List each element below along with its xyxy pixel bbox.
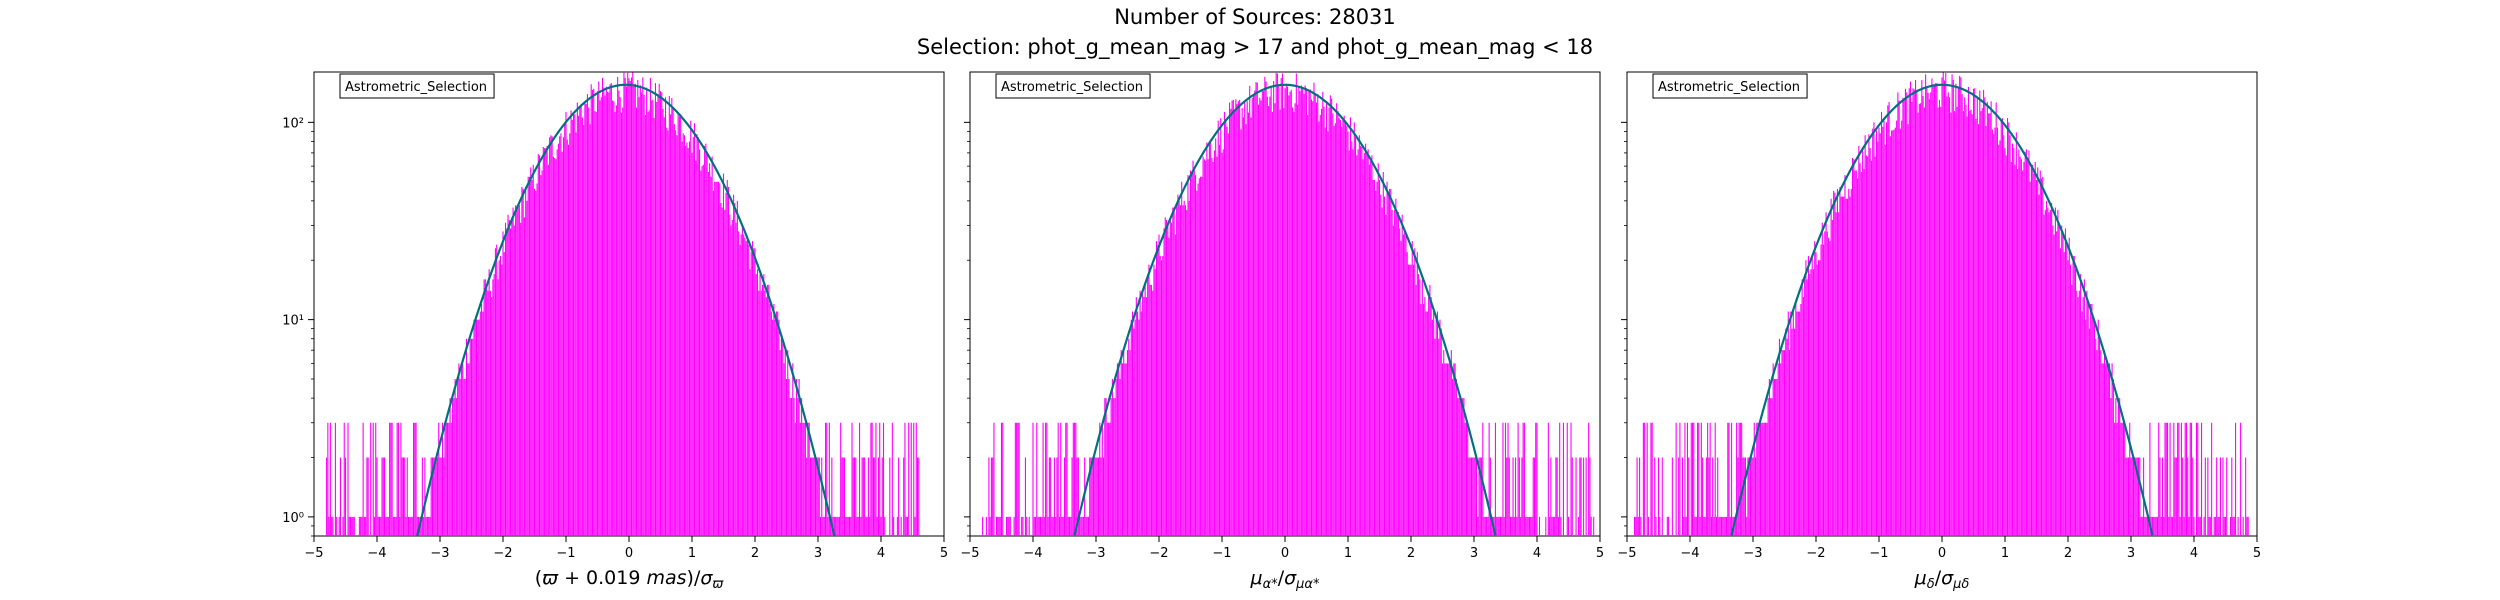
legend: Astrometric_Selection	[339, 73, 495, 99]
legend-label: Astrometric_Selection	[1001, 80, 1143, 95]
x-tick-label: 0	[1938, 546, 1946, 561]
x-tick-label: −3	[1743, 546, 1762, 561]
x-tick-label: −1	[1212, 546, 1231, 561]
histogram	[982, 72, 1595, 536]
legend-label: Astrometric_Selection	[1658, 80, 1800, 95]
x-tick-label: 1	[2001, 546, 2009, 561]
y-tick-label: 10²	[282, 116, 304, 131]
legend-box	[1652, 73, 1808, 99]
x-tick-label: −2	[1149, 546, 1168, 561]
x-tick-label: 4	[2190, 546, 2198, 561]
x-tick-label: 0	[1281, 546, 1289, 561]
y-tick-label: 10⁰	[282, 511, 304, 526]
y-tick-label: 10¹	[282, 314, 304, 329]
x-tick-label: −3	[430, 546, 449, 561]
x-tick-label: 2	[2064, 546, 2072, 561]
x-tick-label: −1	[1869, 546, 1888, 561]
x-tick-label: 5	[940, 546, 948, 561]
legend: Astrometric_Selection	[1652, 73, 1808, 99]
gaussian-fit-line	[1730, 83, 2154, 536]
x-tick-label: 1	[1344, 546, 1352, 561]
legend-box	[995, 73, 1151, 99]
x-tick-label: −5	[960, 546, 979, 561]
x-tick-label: 3	[1470, 546, 1478, 561]
x-tick-label: 3	[2127, 546, 2135, 561]
x-tick-label: 4	[877, 546, 885, 561]
figure-subtitle: Selection: phot_g_mean_mag > 17 and phot…	[917, 35, 1593, 60]
legend-box	[339, 73, 495, 99]
x-tick-label: −4	[1680, 546, 1699, 561]
x-tick-label: −3	[1086, 546, 1105, 561]
x-tick-label: −4	[1023, 546, 1042, 561]
histogram	[1634, 72, 2249, 536]
x-tick-label: −2	[1806, 546, 1825, 561]
chart-panel-1: −5 −4 −3 −2 −1 0 1 2 3 4 5 10⁰ 10¹ 10² Astrometric_Sel…	[282, 71, 948, 592]
x-tick-label: 0	[625, 546, 633, 561]
x-tick-label: −1	[556, 546, 575, 561]
x-tick-label: 4	[1533, 546, 1541, 561]
legend-label: Astrometric_Selection	[345, 80, 487, 95]
x-tick-label: 2	[1407, 546, 1415, 561]
gaussian-fit-line	[416, 83, 836, 537]
histogram	[326, 72, 920, 536]
x-tick-label: 5	[1596, 546, 1604, 561]
x-axis-label: (ϖ + 0.019 mas)/σϖ	[535, 567, 725, 592]
x-axis-label: μα*/σμα*	[1250, 567, 1320, 592]
gaussian-fit-line	[1073, 83, 1497, 536]
chart-panel-3: −5 −4 −3 −2 −1 0 1 2 3 4 5 Astrometric_Selection μδ/…	[1617, 71, 2261, 592]
x-tick-label: 5	[2253, 546, 2261, 561]
chart-panel-2: −5 −4 −3 −2 −1 0 1 2 3 4 5 Astrometric_Selection μα*…	[960, 71, 1604, 592]
legend: Astrometric_Selection	[995, 73, 1151, 99]
x-tick-label: −5	[1617, 546, 1636, 561]
x-tick-label: 2	[751, 546, 759, 561]
x-tick-label: 1	[688, 546, 696, 561]
x-tick-label: 3	[814, 546, 822, 561]
figure-title: Number of Sources: 28031	[1114, 5, 1396, 29]
x-tick-label: −2	[493, 546, 512, 561]
x-tick-label: −5	[304, 546, 323, 561]
x-axis-label: μδ/σμδ	[1914, 567, 1970, 592]
x-tick-label: −4	[367, 546, 386, 561]
